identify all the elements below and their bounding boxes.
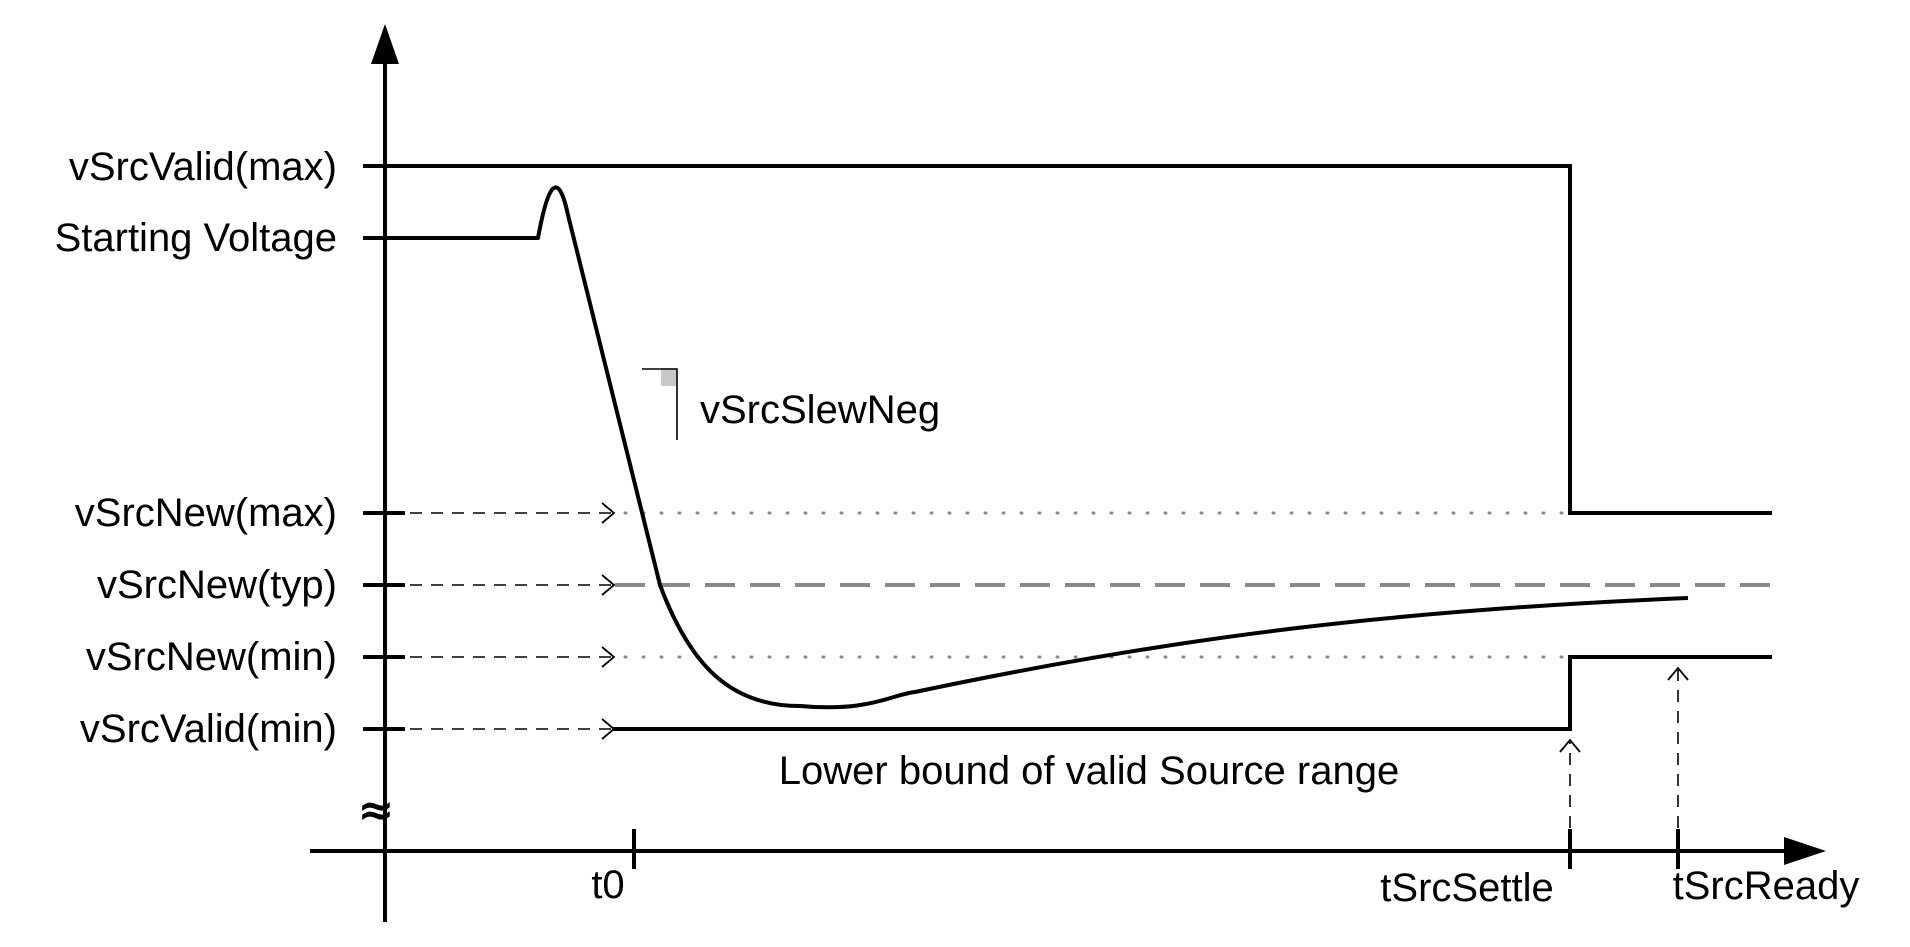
label-t0: t0 xyxy=(591,863,624,907)
y-axis-arrowhead xyxy=(371,24,399,64)
x-axis-ticks: t0 tSrcSettle tSrcReady xyxy=(591,829,1859,910)
label-starting-voltage: Starting Voltage xyxy=(55,216,337,260)
y-axis-labels: vSrcValid(max) Starting Voltage vSrcNew(… xyxy=(55,145,337,751)
slew-rate-marker xyxy=(642,368,678,440)
label-lower-bound: Lower bound of valid Source range xyxy=(779,749,1399,793)
slew-rate-indicator: vSrcSlewNeg xyxy=(642,368,940,440)
axes: ≈ xyxy=(310,24,1826,922)
label-vsrc-valid-max: vSrcValid(max) xyxy=(69,145,337,189)
label-tsrc-ready: tSrcReady xyxy=(1673,864,1860,908)
slew-rate-marker-fill xyxy=(661,368,677,386)
label-vsrc-valid-min: vSrcValid(min) xyxy=(80,707,337,751)
label-vsrc-new-min: vSrcNew(min) xyxy=(86,635,337,679)
valid-range-envelope xyxy=(405,164,1772,731)
arrowhead-tsrc-ready xyxy=(1667,666,1689,681)
axis-break-symbol: ≈ xyxy=(358,785,395,836)
arrowhead-vsrc-new-typ xyxy=(601,574,616,596)
level-arrows xyxy=(410,502,616,740)
arrowhead-tsrc-settle xyxy=(1559,738,1581,753)
time-arrows xyxy=(1559,666,1689,849)
voltage-trace xyxy=(405,185,1689,710)
reference-lines xyxy=(615,511,1772,659)
lower-bound-envelope xyxy=(612,655,1772,731)
y-axis-ticks xyxy=(363,164,405,731)
arrowhead-vsrc-new-min xyxy=(601,646,616,668)
label-vsrc-new-max: vSrcNew(max) xyxy=(75,491,337,535)
label-vsrc-new-typ: vSrcNew(typ) xyxy=(97,563,337,607)
arrowhead-vsrc-new-max xyxy=(601,502,616,524)
x-axis-arrowhead xyxy=(1784,837,1826,865)
upper-bound-envelope xyxy=(405,164,1772,515)
label-tsrc-settle: tSrcSettle xyxy=(1380,866,1553,910)
label-vsrc-slew-neg: vSrcSlewNeg xyxy=(700,388,940,432)
